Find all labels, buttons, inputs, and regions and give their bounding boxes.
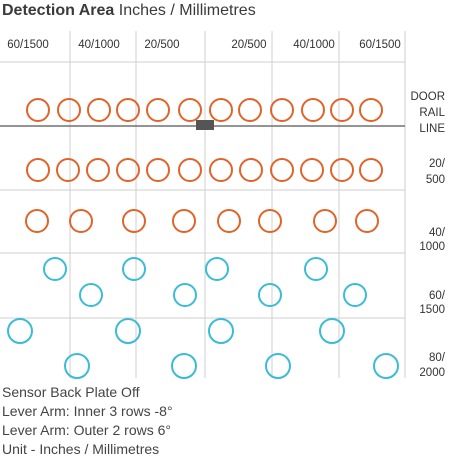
detection-spot [330,158,354,182]
axis-label: 40/1000 [293,39,335,51]
axis-label: 60/1500 [7,39,49,51]
axis-label: 20/500 [144,39,179,51]
detection-spot [178,98,202,122]
row-label: 40/ [429,227,446,239]
detection-spot [146,98,170,122]
row-label: 500 [426,174,445,186]
title-units: Inches / Millimetres [118,2,256,19]
detection-spots [7,98,399,379]
axis-label: 40/1000 [78,39,120,51]
note-line: Unit - Inches / Millimetres [2,441,160,457]
detection-spot [300,158,324,182]
detection-spot [301,98,325,122]
detection-spot [313,209,337,233]
sensor-block [196,120,214,130]
detection-spot [171,353,197,379]
detection-spot [217,209,241,233]
detection-spot [359,158,383,182]
row-label: 1500 [419,304,445,316]
row-label: 1000 [419,241,445,253]
detection-spot [69,209,93,233]
axis-labels: 60/1500 40/1000 20/500 20/500 40/1000 60/1500 [7,39,401,51]
detection-spot [25,209,49,233]
detection-spot [258,283,282,307]
row-label: RAIL [419,107,445,119]
note-line: Sensor Back Plate Off [2,384,140,400]
door-rail [0,120,405,130]
detection-spot [330,98,354,122]
detection-spot [7,318,33,344]
detection-spot [116,98,140,122]
detection-spot [122,209,146,233]
detection-spot [56,158,80,182]
detection-spot [209,98,233,122]
detection-spot [238,98,262,122]
detection-spot [26,98,50,122]
axis-label: 20/500 [231,39,266,51]
detection-spot [173,283,197,307]
detection-spot [146,158,170,182]
notes: Sensor Back Plate Off Lever Arm: Inner 3… [2,383,173,459]
detection-spot [355,209,379,233]
detection-spot [79,283,103,307]
row-label: 2000 [419,367,445,379]
detection-spot [373,353,399,379]
detection-spot [265,353,291,379]
title-bold: Detection Area [2,2,115,19]
detection-spot [116,158,140,182]
detection-spot [178,158,202,182]
detection-spot [209,158,233,182]
row-label: 80/ [429,352,446,364]
note-line: Lever Arm: Outer 2 rows 6° [2,422,171,438]
detection-spot [319,318,345,344]
note-line: Lever Arm: Inner 3 rows -8° [2,403,173,419]
detection-spot [239,158,263,182]
row-label: 20/ [429,158,446,170]
axis-label: 60/1500 [359,39,401,51]
detection-spot [270,158,294,182]
row-label: DOOR [411,91,446,103]
diagram-title: Detection Area Inches / Millimetres [2,0,256,22]
detection-spot [304,257,328,281]
row-labels: DOOR RAIL LINE 20/500 40/1000 60/1500 80/2000 [411,91,446,379]
detection-spot [208,318,234,344]
detection-spot [64,353,90,379]
detection-spot [343,283,367,307]
detection-spot [270,98,294,122]
detection-spot [115,318,141,344]
detection-spot [359,98,383,122]
detection-spot [87,98,111,122]
detection-spot [43,257,67,281]
grid-lines [0,31,406,378]
detection-spot [26,158,50,182]
detection-spot [86,158,110,182]
detection-spot [258,209,282,233]
row-label: 60/ [429,290,446,302]
row-label: LINE [419,123,445,135]
detection-spot [122,257,146,281]
detection-spot [205,257,229,281]
detection-area-diagram: 60/1500 40/1000 20/500 20/500 40/1000 60/1500… [0,31,446,379]
detection-spot [172,209,196,233]
detection-spot [57,98,81,122]
